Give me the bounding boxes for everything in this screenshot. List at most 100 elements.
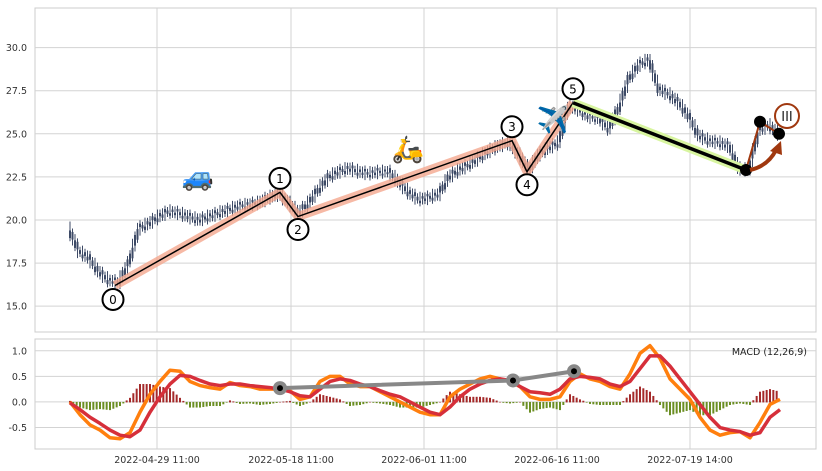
candle-body bbox=[729, 145, 731, 153]
macd-histogram-bar bbox=[389, 401, 391, 405]
y-tick-label: 1.0 bbox=[12, 346, 27, 357]
candle-body bbox=[344, 171, 346, 174]
candle-body bbox=[101, 270, 104, 275]
macd-histogram-bar bbox=[745, 401, 748, 405]
divergence-point-center bbox=[571, 368, 577, 375]
macd-histogram-bar bbox=[682, 401, 685, 412]
macd-histogram-bar bbox=[92, 401, 95, 410]
candle-body bbox=[191, 216, 194, 220]
macd-histogram-bar bbox=[99, 401, 101, 410]
macd-histogram-bar bbox=[675, 401, 678, 414]
candle-body bbox=[771, 125, 774, 130]
candle-body bbox=[696, 128, 699, 136]
candle-body bbox=[126, 259, 129, 267]
x-tick-label: 2022-06-16 11:00 bbox=[514, 455, 600, 466]
candle-body bbox=[199, 219, 201, 223]
macd-histogram-bar bbox=[565, 399, 568, 403]
macd-histogram-bar bbox=[519, 401, 521, 403]
candle-body bbox=[136, 229, 139, 240]
candle-body bbox=[456, 171, 459, 176]
macd-histogram-bar bbox=[739, 401, 741, 404]
candle-body bbox=[351, 165, 354, 169]
candle-body bbox=[726, 141, 729, 145]
macd-histogram-bar bbox=[262, 401, 265, 405]
candle-body bbox=[444, 183, 446, 190]
macd-histogram-bar bbox=[549, 401, 551, 408]
macd-histogram-bar bbox=[572, 395, 575, 403]
macd-histogram-bar bbox=[249, 401, 251, 404]
candle-body bbox=[184, 212, 186, 216]
macd-histogram-bar bbox=[355, 401, 358, 406]
macd-histogram-bar bbox=[75, 401, 78, 406]
candle-body bbox=[124, 268, 126, 276]
macd-histogram-bar bbox=[182, 400, 185, 403]
macd-histogram-bar bbox=[659, 401, 661, 405]
candle-body bbox=[94, 266, 96, 273]
macd-histogram-bar bbox=[672, 401, 675, 415]
candle-body bbox=[421, 196, 424, 199]
candle-body bbox=[354, 169, 356, 172]
macd-histogram-bar bbox=[385, 401, 388, 405]
candle-body bbox=[711, 141, 714, 145]
macd-histogram-bar bbox=[419, 401, 421, 408]
macd-histogram-bar bbox=[665, 401, 668, 412]
candle-body bbox=[326, 173, 329, 179]
candle-body bbox=[584, 110, 586, 115]
macd-histogram-bar bbox=[579, 399, 581, 403]
macd-histogram-bar bbox=[365, 401, 368, 404]
candle-body bbox=[409, 190, 411, 194]
macd-histogram-bar bbox=[612, 401, 615, 405]
pattern-label-circle bbox=[515, 173, 539, 197]
macd-histogram-bar bbox=[359, 401, 361, 405]
macd-histogram-bar bbox=[619, 401, 621, 405]
candle-body bbox=[74, 240, 76, 248]
candle-body bbox=[634, 66, 636, 72]
macd-histogram-bar bbox=[319, 394, 321, 403]
candle-body bbox=[441, 184, 444, 191]
x-tick-label: 2022-04-29 11:00 bbox=[114, 455, 200, 466]
candle-body bbox=[311, 196, 314, 202]
macd-histogram-bar bbox=[205, 401, 208, 407]
candle-body bbox=[349, 168, 351, 172]
pattern-label-circle bbox=[500, 115, 524, 139]
macd-histogram-bar bbox=[569, 394, 571, 403]
candle-body bbox=[91, 260, 94, 266]
candle-body bbox=[586, 115, 589, 120]
macd-histogram-bar bbox=[252, 401, 255, 404]
pattern-label-circle bbox=[561, 77, 585, 101]
macd-histogram-bar bbox=[169, 388, 171, 403]
macd-histogram-bar bbox=[679, 401, 681, 413]
candle-body bbox=[424, 198, 426, 201]
macd-histogram-bar bbox=[209, 401, 211, 407]
candle-body bbox=[639, 59, 641, 64]
candle-body bbox=[121, 270, 124, 278]
candle-body bbox=[251, 199, 254, 203]
candle-body bbox=[384, 169, 386, 172]
candle-body bbox=[316, 188, 319, 194]
macd-histogram-bar bbox=[119, 401, 121, 407]
candle-body bbox=[366, 172, 369, 175]
macd-histogram-bar bbox=[175, 394, 178, 403]
macd-histogram-bar bbox=[112, 401, 115, 409]
candle-body bbox=[336, 172, 339, 176]
candle-body bbox=[699, 136, 701, 140]
macd-histogram-bar bbox=[442, 398, 445, 403]
macd-histogram-bar bbox=[439, 401, 441, 403]
candle-body bbox=[561, 124, 564, 136]
candle-body bbox=[679, 101, 681, 108]
y-tick-label: 0.0 bbox=[12, 397, 27, 408]
macd-histogram-bar bbox=[625, 397, 628, 403]
candle-body bbox=[621, 91, 624, 101]
candle-body bbox=[734, 154, 736, 163]
macd-histogram-bar bbox=[599, 401, 601, 405]
macd-histogram-bar bbox=[299, 401, 301, 407]
macd-histogram-bar bbox=[542, 401, 545, 409]
macd-histogram-bar bbox=[85, 401, 88, 410]
candle-body bbox=[676, 97, 679, 102]
candle-body bbox=[144, 226, 146, 230]
macd-histogram-bar bbox=[232, 401, 235, 403]
macd-histogram-bar bbox=[102, 401, 105, 410]
macd-histogram-bar bbox=[722, 401, 725, 409]
candle-body bbox=[644, 62, 646, 67]
candle-body bbox=[156, 218, 159, 223]
